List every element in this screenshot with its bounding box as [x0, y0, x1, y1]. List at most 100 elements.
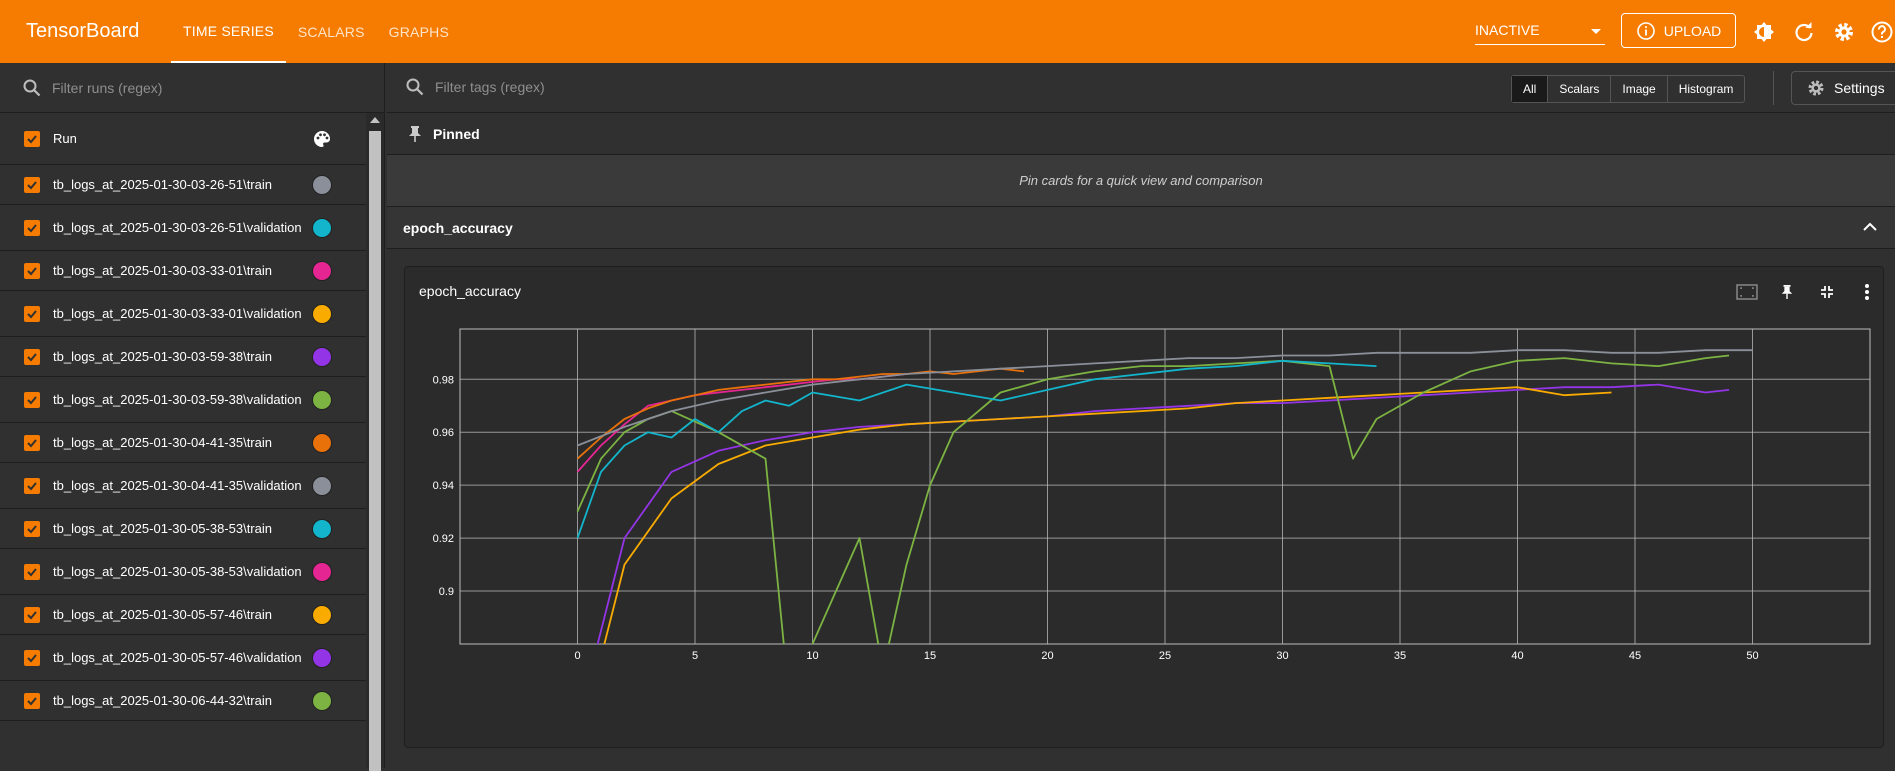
- run-checkbox[interactable]: [24, 176, 40, 193]
- y-tick-label: 0.94: [433, 480, 454, 492]
- series-line-0: [596, 383, 1730, 644]
- run-label: tb_logs_at_2025-01-30-04-41-35\train: [53, 435, 272, 450]
- group-header-epoch-accuracy[interactable]: epoch_accuracy: [387, 207, 1895, 249]
- pinned-title: Pinned: [433, 125, 480, 142]
- run-row[interactable]: tb_logs_at_2025-01-30-05-38-53\validatio…: [0, 549, 366, 595]
- scalar-card: epoch_accuracy 0 5 10 15 20 25 30 35 40 45 50 0.9 0.…: [404, 266, 1884, 748]
- pin-icon: [409, 125, 421, 142]
- group-title: epoch_accuracy: [403, 219, 513, 236]
- y-tick-label: 0.92: [433, 533, 454, 545]
- run-row[interactable]: tb_logs_at_2025-01-30-03-33-01\train: [0, 251, 366, 291]
- run-color-swatch[interactable]: [312, 304, 332, 324]
- plugin-status-select[interactable]: INACTIVE: [1475, 18, 1605, 45]
- help-icon[interactable]: [1870, 20, 1894, 44]
- refresh-icon[interactable]: [1792, 20, 1816, 44]
- x-tick-label: 30: [1276, 650, 1288, 662]
- run-color-swatch[interactable]: [312, 519, 332, 539]
- run-checkbox[interactable]: [24, 348, 40, 365]
- run-color-swatch[interactable]: [312, 605, 332, 625]
- type-filter-group: All Scalars Image Histogram: [1511, 75, 1746, 103]
- run-color-swatch[interactable]: [312, 691, 332, 711]
- run-color-swatch[interactable]: [312, 433, 332, 453]
- run-row[interactable]: tb_logs_at_2025-01-30-05-57-46\validatio…: [0, 635, 366, 681]
- type-filter-histogram[interactable]: Histogram: [1678, 82, 1734, 96]
- line-chart[interactable]: 0 5 10 15 20 25 30 35 40 45 50 0.9 0.92 0.94 0.96 0.98: [405, 307, 1883, 747]
- run-row[interactable]: tb_logs_at_2025-01-30-03-59-38\train: [0, 337, 366, 377]
- scroll-up-icon[interactable]: [370, 117, 380, 123]
- pin-icon[interactable]: [1775, 280, 1799, 304]
- run-row[interactable]: tb_logs_at_2025-01-30-04-41-35\train: [0, 423, 366, 463]
- run-label: tb_logs_at_2025-01-30-03-33-01\validatio…: [53, 306, 302, 321]
- run-checkbox[interactable]: [24, 477, 40, 494]
- runs-filter[interactable]: Filter runs (regex): [0, 63, 384, 113]
- tab-scalars[interactable]: SCALARS: [297, 23, 365, 40]
- runs-scrollbar[interactable]: [366, 113, 384, 771]
- select-all-checkbox[interactable]: [24, 130, 40, 147]
- run-color-swatch[interactable]: [312, 347, 332, 367]
- palette-icon[interactable]: [312, 129, 332, 149]
- tab-time-series[interactable]: TIME SERIES: [171, 0, 286, 63]
- more-vert-icon[interactable]: [1855, 280, 1879, 304]
- run-row[interactable]: tb_logs_at_2025-01-30-06-44-32\train: [0, 681, 366, 721]
- run-label: tb_logs_at_2025-01-30-05-38-53\validatio…: [53, 564, 302, 579]
- run-color-swatch[interactable]: [312, 261, 332, 281]
- run-row[interactable]: tb_logs_at_2025-01-30-03-59-38\validatio…: [0, 377, 366, 423]
- run-color-swatch[interactable]: [312, 390, 332, 410]
- run-row[interactable]: tb_logs_at_2025-01-30-04-41-35\validatio…: [0, 463, 366, 509]
- upload-button[interactable]: UPLOAD: [1621, 13, 1736, 48]
- search-icon: [23, 79, 41, 96]
- gear-icon[interactable]: [1832, 20, 1856, 44]
- upload-label: UPLOAD: [1663, 22, 1722, 39]
- run-checkbox[interactable]: [24, 606, 40, 623]
- run-color-swatch[interactable]: [312, 562, 332, 582]
- run-row[interactable]: tb_logs_at_2025-01-30-03-26-51\train: [0, 165, 366, 205]
- run-row[interactable]: tb_logs_at_2025-01-30-05-38-53\train: [0, 509, 366, 549]
- tag-filter-input[interactable]: Filter tags (regex): [435, 79, 545, 95]
- run-label: tb_logs_at_2025-01-30-05-57-46\train: [53, 607, 272, 622]
- series-line-2: [576, 354, 1730, 644]
- scrollbar-thumb[interactable]: [369, 131, 381, 771]
- chevron-up-icon[interactable]: [1863, 222, 1877, 232]
- tab-graphs[interactable]: GRAPHS: [388, 23, 449, 40]
- run-row[interactable]: tb_logs_at_2025-01-30-03-33-01\validatio…: [0, 291, 366, 337]
- x-tick-label: 45: [1629, 650, 1641, 662]
- run-checkbox[interactable]: [24, 305, 40, 322]
- type-filter-scalars[interactable]: Scalars: [1548, 76, 1612, 102]
- info-icon: [1636, 21, 1655, 40]
- runs-filter-input[interactable]: Filter runs (regex): [52, 79, 163, 96]
- run-checkbox[interactable]: [24, 434, 40, 451]
- x-tick-label: 35: [1394, 650, 1406, 662]
- collapse-icon[interactable]: [1815, 280, 1839, 304]
- fit-domain-icon[interactable]: [1735, 280, 1759, 304]
- run-label: tb_logs_at_2025-01-30-03-59-38\validatio…: [53, 392, 302, 407]
- run-row[interactable]: tb_logs_at_2025-01-30-05-57-46\train: [0, 595, 366, 635]
- run-color-swatch[interactable]: [312, 175, 332, 195]
- run-color-swatch[interactable]: [312, 476, 332, 496]
- run-checkbox[interactable]: [24, 262, 40, 279]
- x-tick-label: 20: [1041, 650, 1053, 662]
- run-checkbox[interactable]: [24, 692, 40, 709]
- run-checkbox[interactable]: [24, 563, 40, 580]
- run-row[interactable]: tb_logs_at_2025-01-30-03-26-51\validatio…: [0, 205, 366, 251]
- run-color-swatch[interactable]: [312, 648, 332, 668]
- settings-button[interactable]: Settings: [1791, 71, 1895, 105]
- run-checkbox[interactable]: [24, 520, 40, 537]
- run-checkbox[interactable]: [24, 391, 40, 408]
- type-filter-all[interactable]: All: [1512, 76, 1549, 102]
- top-app-bar: TensorBoard TIME SERIES SCALARS GRAPHS I…: [0, 0, 1895, 63]
- settings-label: Settings: [1834, 80, 1885, 96]
- tag-filter[interactable]: Filter tags (regex): [405, 77, 545, 97]
- run-column-header: Run: [53, 131, 77, 146]
- theme-icon[interactable]: [1752, 20, 1776, 44]
- y-tick-label: 0.9: [439, 586, 454, 598]
- x-tick-label: 25: [1159, 650, 1171, 662]
- series-line-3: [576, 359, 1377, 539]
- caret-down-icon: [1591, 29, 1601, 34]
- x-tick-label: 15: [924, 650, 936, 662]
- run-checkbox[interactable]: [24, 219, 40, 236]
- run-color-swatch[interactable]: [312, 218, 332, 238]
- type-filter-image[interactable]: Image: [1611, 76, 1668, 102]
- run-checkbox[interactable]: [24, 649, 40, 666]
- run-label: tb_logs_at_2025-01-30-03-33-01\train: [53, 263, 272, 278]
- card-toolbar: [1735, 280, 1879, 304]
